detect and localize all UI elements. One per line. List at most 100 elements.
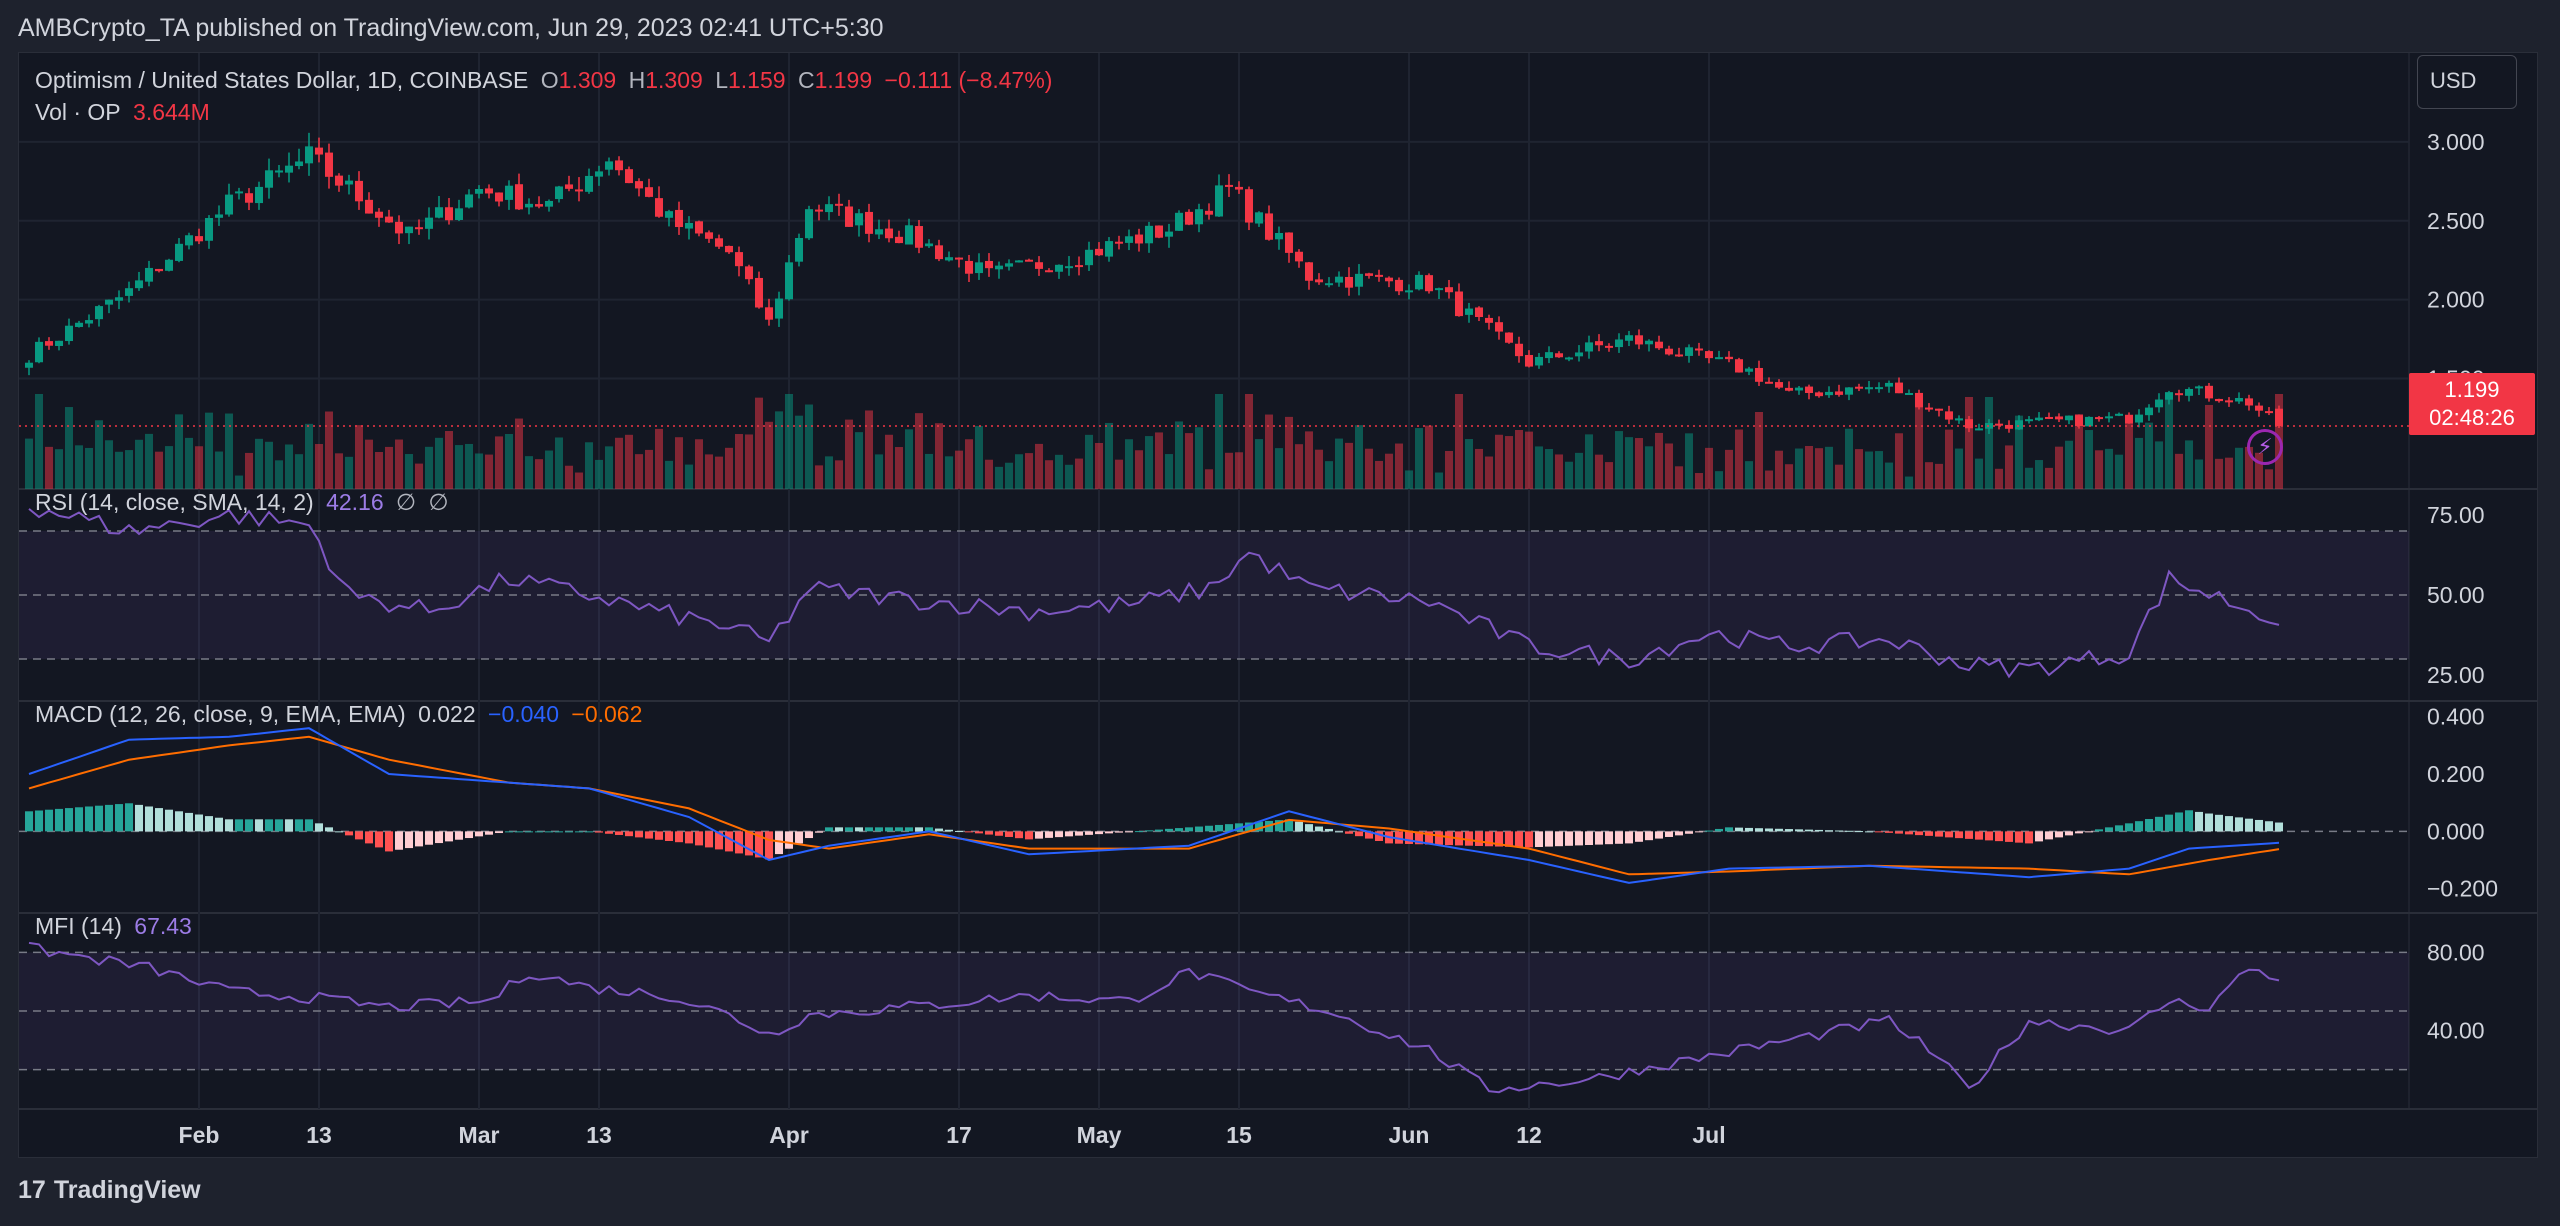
volume-bar [1335,438,1343,489]
volume-bar [1975,458,1983,489]
candle-body [2125,414,2133,424]
volume-bar [1255,439,1263,489]
macd-histogram-bar [125,803,133,832]
last-price-value: 1.199 [2444,377,2500,402]
footer-logo-text: TradingView [53,1176,201,1204]
macd-histogram-bar [1805,829,1813,832]
macd-histogram-bar [1595,831,1603,845]
candle-body [865,211,873,234]
candle-body [1645,340,1653,345]
macd-histogram-bar [1215,824,1223,832]
macd-histogram-bar [1955,831,1963,839]
macd-histogram-bar [955,830,963,832]
macd-histogram-bar [805,831,813,839]
last-price-badge: 1.199 02:48:26 [2409,373,2535,435]
candle-body [1205,210,1213,215]
candle-body [825,204,833,213]
candle-body [575,189,583,192]
price-legend: Optimism / United States Dollar, 1D, COI… [35,67,1058,94]
macd-histogram-bar [2065,831,2073,836]
candle-body [1175,212,1183,231]
candle-body [2035,417,2043,421]
macd-histogram-bar [85,806,93,832]
macd-histogram-bar [1195,826,1203,832]
macd-tick-label: 0.400 [2427,704,2485,730]
volume-bar [1005,462,1013,489]
candle-body [1325,283,1333,286]
candle-body [315,147,323,155]
candle-body [2095,417,2103,420]
macd-histogram-bar [1055,831,1063,838]
macd-histogram-bar [895,827,903,832]
candle-body [1795,387,1803,391]
footer-logo[interactable]: 17 TradingView [18,1176,201,1205]
rsi-legend: RSI (14, close, SMA, 14, 2) 42.16 ∅ ∅ [35,489,455,516]
candle-body [145,267,153,282]
volume-bar [1915,396,1923,489]
candle-body [1315,279,1323,283]
macd-histogram-bar [1905,831,1913,835]
candle-body [985,260,993,269]
candle-body [755,277,763,308]
volume-bar [1085,434,1093,489]
macd-histogram-bar [985,831,993,835]
volume-bar [1715,471,1723,489]
volume-bar [635,454,643,489]
macd-histogram-bar [155,808,163,832]
candle-body [165,259,173,271]
macd-histogram-bar [1585,831,1593,845]
volume-bar [365,439,373,489]
candle-body [365,199,373,214]
volume-bar [95,420,103,489]
volume-bar [815,465,823,489]
candle-body [1685,347,1693,356]
candle-body [75,322,83,327]
volume-bar [705,454,713,489]
candle-body [1045,270,1053,273]
macd-histogram-bar [1185,827,1193,832]
macd-histogram-bar [635,831,643,838]
macd-signal-value: −0.062 [571,701,643,727]
volume-bar [355,425,363,489]
candle-body [375,211,383,218]
volume-bar [1695,473,1703,489]
candle-body [1995,423,2003,426]
mfi-label: MFI (14) [35,913,122,939]
macd-histogram-bar [345,831,353,836]
candle-body [2085,416,2093,427]
volume-bar [1795,448,1803,489]
macd-histogram-bar [1025,831,1033,840]
candle-body [505,185,513,200]
close-value: 1.199 [814,67,873,93]
macd-histogram-bar [175,811,183,832]
macd-histogram-bar [1705,830,1713,832]
candle-body [1755,367,1763,382]
candle-body [495,192,503,202]
candle-body [485,188,493,194]
candle-body [1565,357,1573,360]
candle-body [1505,332,1513,343]
chart-frame[interactable]: Feb13Mar13Apr17May15Jun12Jul1.5002.0002.… [18,52,2538,1158]
candle-body [1005,263,1013,267]
x-tick-label: Feb [179,1122,220,1148]
macd-histogram-bar [2275,822,2283,832]
x-tick-label: May [1077,1122,1122,1148]
macd-histogram-bar [1135,831,1143,833]
macd-tick-label: −0.200 [2427,876,2498,902]
candle-body [215,214,223,218]
lightning-icon[interactable]: ⚡ [2247,429,2283,465]
macd-histogram-bar [225,819,233,832]
macd-histogram-bar [1045,831,1053,838]
macd-histogram-bar [1915,831,1923,836]
currency-selector[interactable]: USD [2417,55,2517,109]
macd-histogram-bar [1825,830,1833,832]
volume-bar [205,412,213,489]
macd-histogram-bar [675,831,683,843]
x-tick-label: 15 [1226,1122,1252,1148]
volume-bar [1475,448,1483,489]
volume-bar [1045,460,1053,489]
candle-body [1865,387,1873,390]
volume-bar [605,446,613,489]
candle-body [225,194,233,215]
chart-canvas[interactable]: Feb13Mar13Apr17May15Jun12Jul1.5002.0002.… [19,53,2537,1157]
